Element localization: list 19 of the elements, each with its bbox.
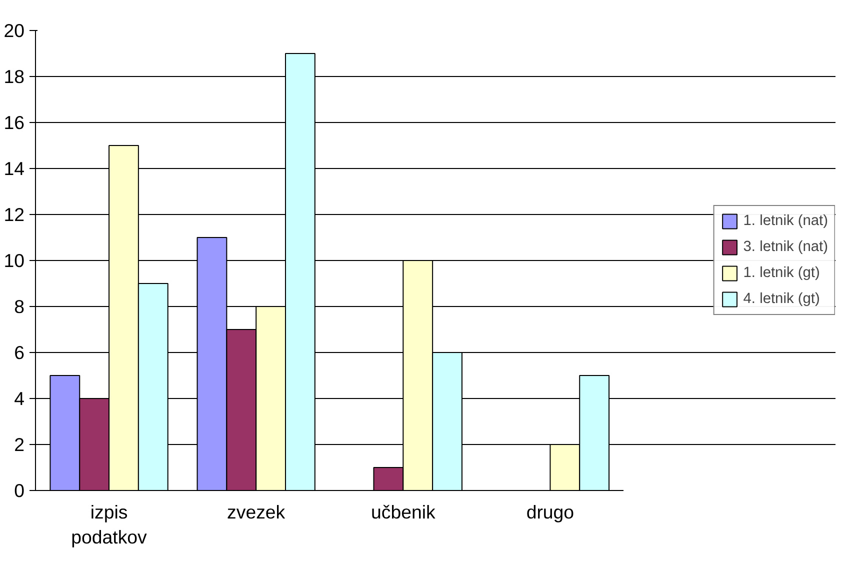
x-tick-label: učbenik bbox=[370, 502, 436, 522]
y-tick-label: 10 bbox=[4, 250, 25, 271]
y-tick-label: 12 bbox=[4, 204, 25, 225]
y-tick-label: 2 bbox=[14, 434, 25, 455]
y-tick-label: 18 bbox=[4, 66, 25, 87]
y-tick-label: 14 bbox=[4, 158, 25, 179]
legend-label: 1. letnik (nat) bbox=[743, 213, 828, 229]
legend-label: 1. letnik (gt) bbox=[743, 265, 820, 281]
legend-label: 4. letnik (gt) bbox=[743, 291, 820, 307]
y-tick-label: 6 bbox=[14, 342, 25, 363]
y-tick-label: 16 bbox=[4, 112, 25, 133]
x-tick-label: zvezek bbox=[227, 502, 286, 522]
y-tick-label: 20 bbox=[4, 20, 25, 41]
x-tick-label: drugo bbox=[526, 502, 574, 522]
x-tick-label: izpis podatkov bbox=[71, 502, 148, 548]
y-tick-label: 8 bbox=[14, 296, 25, 317]
legend-label: 3. letnik (nat) bbox=[743, 239, 828, 255]
y-tick-label: 4 bbox=[14, 388, 25, 409]
y-tick-label: 0 bbox=[14, 480, 25, 501]
